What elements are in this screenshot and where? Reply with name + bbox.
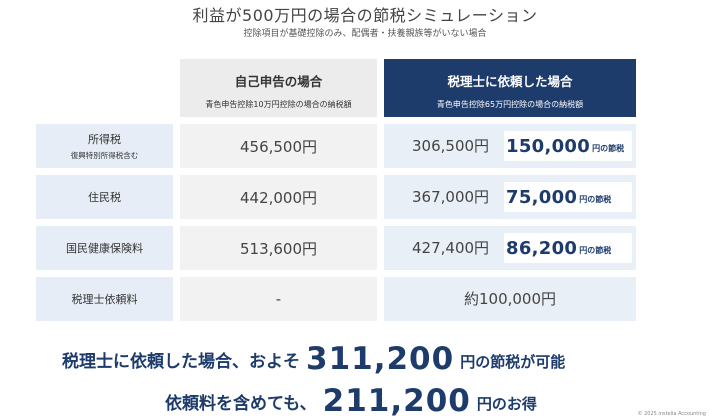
- column-title-self: 自己申告の場合: [234, 74, 323, 89]
- column-title-pro: 税理士に依頼した場合: [447, 74, 573, 89]
- pro-amount: 367,000円: [412, 188, 490, 206]
- saving-amount: 150,000: [506, 135, 591, 157]
- cell-self-health-insurance: 513,600円: [180, 226, 377, 270]
- column-note-pro: 青色申告控除65万円控除の場合の納税額: [436, 100, 584, 109]
- saving-badge: 86,200 円の節税: [504, 233, 632, 263]
- summary-suffix: 円のお得: [476, 395, 537, 413]
- saving-amount: 75,000: [506, 186, 578, 208]
- pro-amount: 約100,000円: [463, 290, 557, 308]
- column-header-self: 自己申告の場合 青色申告控除10万円控除の場合の納税額: [180, 59, 377, 117]
- summary-prefix: 税理士に依頼した場合、およそ: [62, 352, 300, 372]
- copyright-text: © 2025 instella Accounting: [637, 411, 706, 417]
- cell-pro-resident-tax: 367,000円 75,000 円の節税: [384, 175, 636, 219]
- row-label-text: 国民健康保険料: [66, 242, 143, 255]
- summary-prefix: 依頼料を含めても、: [165, 394, 317, 414]
- page-title: 利益が500万円の場合の節税シミュレーション: [192, 6, 538, 25]
- cell-pro-health-insurance: 427,400円 86,200 円の節税: [384, 226, 636, 270]
- saving-unit: 円の節税: [579, 194, 612, 204]
- column-header-pro: 税理士に依頼した場合 青色申告控除65万円控除の場合の納税額: [384, 59, 636, 117]
- cell-pro-accountant-fee: 約100,000円: [384, 277, 636, 321]
- column-note-self: 青色申告控除10万円控除の場合の納税額: [205, 100, 352, 109]
- row-label-accountant-fee: 税理士依頼料: [36, 277, 173, 321]
- pro-amount: 306,500円: [412, 137, 490, 155]
- row-sublabel-text: 復興特別所得税含む: [70, 151, 139, 160]
- saving-amount: 86,200: [506, 237, 578, 259]
- summary-line-savings: 税理士に依頼した場合、およそ 311,200 円の節税が可能: [62, 337, 565, 377]
- summary-line-net: 依頼料を含めても、 211,200 円のお得: [165, 381, 537, 419]
- row-label-health-insurance: 国民健康保険料: [36, 226, 173, 270]
- row-label-text: 所得税: [88, 133, 121, 146]
- cell-self-resident-tax: 442,000円: [180, 175, 377, 219]
- row-label-resident-tax: 住民税: [36, 175, 173, 219]
- saving-unit: 円の節税: [579, 245, 612, 255]
- page-subtitle: 控除項目が基礎控除のみ、配偶者・扶養親族等がいない場合: [243, 29, 487, 39]
- summary-amount: 211,200: [322, 383, 471, 419]
- summary-amount: 311,200: [306, 341, 455, 377]
- saving-badge: 75,000 円の節税: [504, 182, 632, 212]
- summary-suffix: 円の節税が可能: [460, 353, 566, 371]
- row-label-text: 住民税: [88, 191, 121, 204]
- cell-self-income-tax: 456,500円: [180, 124, 377, 168]
- saving-badge: 150,000 円の節税: [504, 131, 632, 161]
- cell-pro-income-tax: 306,500円 150,000 円の節税: [384, 124, 636, 168]
- pro-amount: 427,400円: [412, 239, 490, 257]
- row-label-income-tax: 所得税 復興特別所得税含む: [36, 124, 173, 168]
- saving-unit: 円の節税: [592, 143, 625, 153]
- row-label-text: 税理士依頼料: [71, 293, 138, 306]
- cell-self-accountant-fee: -: [180, 277, 377, 321]
